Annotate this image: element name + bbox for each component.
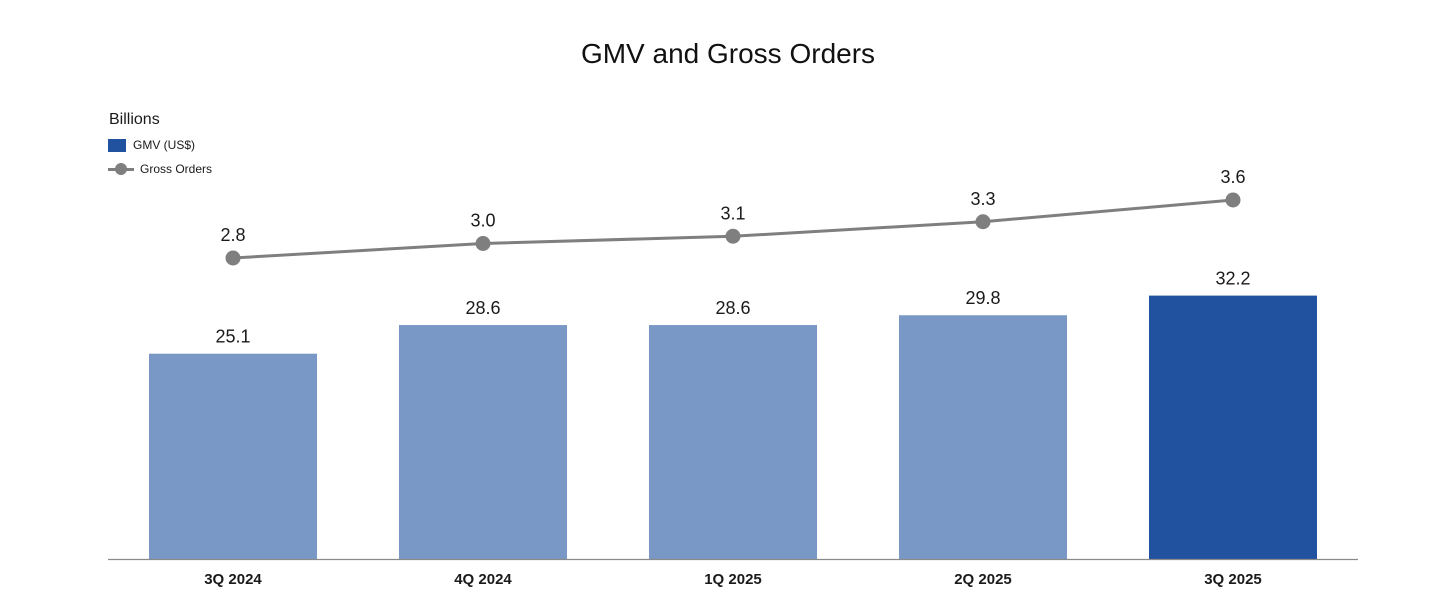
x-tick-3q-2025: 3Q 2025 — [1204, 571, 1262, 588]
gross-orders-label-3q-2024: 2.8 — [220, 225, 245, 245]
bar-3q-2025 — [1149, 295, 1317, 559]
bar-4q-2024 — [399, 325, 567, 559]
gross-orders-label-2q-2025: 3.3 — [970, 189, 995, 209]
gross-orders-point-3q-2024 — [225, 250, 241, 266]
bar-1q-2025 — [649, 325, 817, 559]
bar-2q-2025 — [899, 315, 1067, 559]
bar-label-4q-2024: 28.6 — [465, 298, 500, 318]
bar-label-1q-2025: 28.6 — [715, 298, 750, 318]
legend-label-gmv: GMV (US$) — [133, 138, 196, 152]
unit-label: Billions — [109, 111, 160, 128]
legend-label-gross-orders: Gross Orders — [140, 162, 213, 176]
legend-swatch-gross-orders — [108, 162, 134, 176]
bar-label-2q-2025: 29.8 — [965, 288, 1000, 308]
gross-orders-point-2q-2025 — [975, 214, 991, 230]
x-tick-4q-2024: 4Q 2024 — [454, 571, 512, 588]
chart-title: GMV and Gross Orders — [580, 38, 876, 69]
x-tick-3q-2024: 3Q 2024 — [204, 571, 262, 588]
bar-label-3q-2025: 32.2 — [1215, 269, 1250, 289]
gross-orders-label-1q-2025: 3.1 — [720, 203, 745, 223]
bar-3q-2024 — [149, 353, 317, 559]
gross-orders-point-3q-2025 — [1225, 192, 1241, 208]
x-tick-2q-2025: 2Q 2025 — [954, 571, 1012, 588]
bar-label-3q-2024: 25.1 — [215, 327, 250, 347]
legend-swatch-gmv — [108, 138, 126, 152]
legend-item-gross-orders: Gross Orders — [108, 162, 212, 176]
x-tick-1q-2025: 1Q 2025 — [704, 571, 762, 588]
gross-orders-label-3q-2025: 3.6 — [1220, 167, 1245, 187]
gross-orders-point-4q-2024 — [475, 236, 491, 251]
legend-item-gmv: GMV (US$) — [108, 138, 195, 152]
gross-orders-label-4q-2024: 3.0 — [470, 211, 495, 231]
gross-orders-point-1q-2025 — [725, 228, 741, 244]
